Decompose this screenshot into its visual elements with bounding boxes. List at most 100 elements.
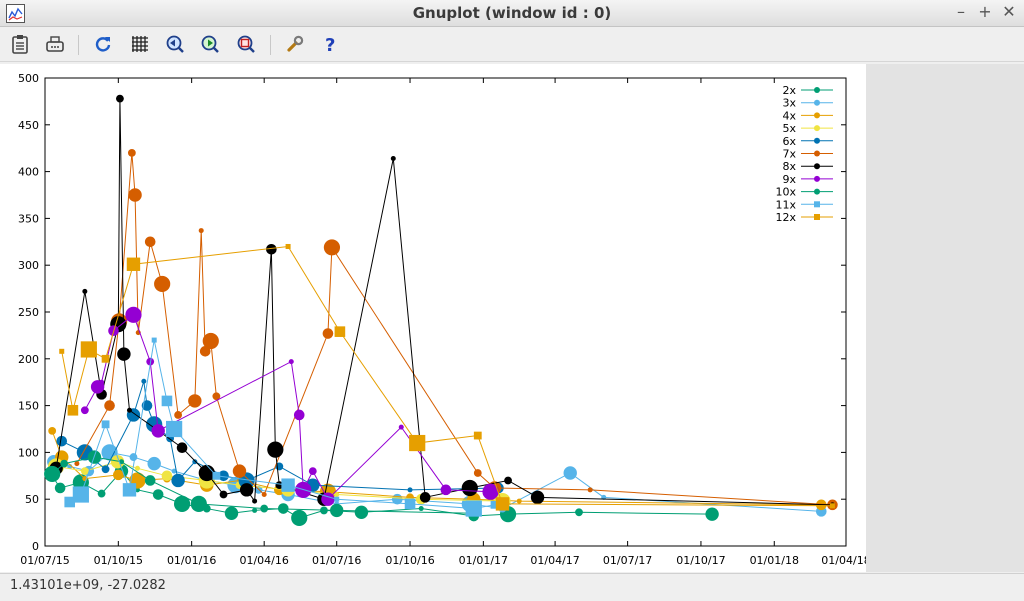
chart-canvas[interactable]: 0 50 100 150 200 250 300 350 400 450 500 01/07/15 01… (0, 64, 866, 572)
plot-area[interactable]: 0 50 100 150 200 250 300 350 400 450 500 01/07/15 01… (0, 64, 866, 572)
data-point (473, 469, 482, 477)
legend-marker (814, 214, 820, 220)
data-point (461, 479, 478, 497)
mouse-coordinates: 1.43101e+09, -27.0282 (10, 578, 166, 593)
data-point (126, 257, 141, 271)
x-tick-label: 01/10/17 (676, 554, 725, 567)
y-tick-label: 400 (18, 166, 39, 179)
gnuplot-app-icon (6, 4, 25, 23)
legend-label: 4x (782, 109, 796, 122)
data-point (267, 441, 284, 458)
series-line-4x (51, 430, 822, 506)
data-point (119, 459, 125, 465)
data-point (587, 487, 593, 493)
data-point (171, 473, 185, 488)
x-tick-label: 01/07/16 (312, 554, 361, 567)
data-point (67, 404, 79, 416)
next-zoom-button[interactable] (199, 33, 221, 55)
data-point (198, 464, 215, 482)
window-titlebar: Gnuplot (window id : 0) – + ✕ (0, 0, 1024, 27)
data-point (134, 465, 140, 471)
data-point (409, 434, 426, 452)
data-point (482, 483, 499, 500)
data-point (563, 466, 577, 480)
data-point (407, 487, 413, 493)
data-point (288, 359, 294, 365)
data-point (144, 475, 156, 486)
data-point (151, 337, 157, 343)
legend-label: 6x (782, 135, 796, 148)
window-title: Gnuplot (window id : 0) (412, 4, 612, 22)
data-point (82, 288, 88, 294)
data-point (495, 497, 510, 511)
data-point (473, 431, 482, 440)
maximize-button[interactable]: + (978, 2, 992, 21)
series-line-8x (55, 98, 833, 506)
data-point (390, 155, 396, 161)
data-point (192, 459, 198, 465)
legend-marker (814, 137, 820, 144)
print-button[interactable] (44, 33, 66, 55)
help-button[interactable]: ? (320, 33, 342, 55)
data-point (161, 395, 173, 407)
data-point (281, 478, 295, 492)
data-point (101, 420, 110, 429)
data-point (224, 506, 239, 520)
y-tick-label: 0 (32, 540, 39, 553)
autoscale-button[interactable] (235, 33, 257, 55)
x-tick-label: 01/10/16 (385, 554, 434, 567)
toolbar: ? (0, 27, 1024, 62)
data-point (104, 400, 115, 411)
data-point (117, 347, 131, 361)
x-tick-label: 01/10/15 (94, 554, 143, 567)
zoom-back-icon (166, 35, 184, 53)
minimize-button[interactable]: – (957, 2, 965, 21)
previous-zoom-button[interactable] (164, 33, 186, 55)
copy-clipboard-button[interactable] (9, 33, 31, 55)
data-point (173, 495, 191, 512)
data-point (141, 400, 153, 411)
data-point (219, 490, 228, 499)
data-point (504, 476, 512, 485)
svg-text:?: ? (325, 35, 335, 54)
data-point (127, 148, 136, 157)
y-tick-label: 200 (18, 353, 39, 366)
data-point (530, 490, 545, 505)
data-point (151, 424, 165, 438)
data-point (166, 420, 183, 438)
legend-label: 3x (782, 97, 796, 110)
y-tick-label: 300 (18, 259, 39, 272)
data-point (291, 509, 308, 527)
y-tick-label: 150 (18, 400, 39, 413)
data-point (308, 467, 317, 476)
y-tick-label: 100 (18, 446, 39, 459)
grid-button[interactable] (129, 33, 151, 55)
data-point (101, 354, 110, 363)
data-point (97, 489, 106, 498)
settings-button[interactable] (284, 33, 306, 55)
legend-label: 8x (782, 160, 796, 173)
data-point (334, 326, 346, 337)
x-tick-label: 01/04/16 (239, 554, 288, 567)
data-point (190, 495, 207, 512)
series-line-7x (76, 152, 833, 506)
data-point (330, 503, 344, 518)
replot-button[interactable] (92, 33, 114, 55)
data-point (293, 409, 305, 421)
data-point (212, 392, 221, 401)
data-point (199, 346, 211, 357)
data-point (64, 496, 76, 508)
series-line-12x (61, 245, 833, 507)
data-point (80, 341, 97, 358)
data-point (334, 496, 340, 502)
data-point (575, 508, 583, 517)
y-tick-label: 50 (25, 493, 39, 506)
legend-label: 2x (782, 84, 796, 97)
data-point (398, 424, 404, 430)
data-point (198, 228, 204, 234)
data-point (440, 484, 452, 496)
x-tick-label: 01/07/17 (603, 554, 652, 567)
data-point (334, 492, 340, 498)
close-button[interactable]: ✕ (1002, 2, 1016, 21)
data-point (323, 239, 341, 256)
